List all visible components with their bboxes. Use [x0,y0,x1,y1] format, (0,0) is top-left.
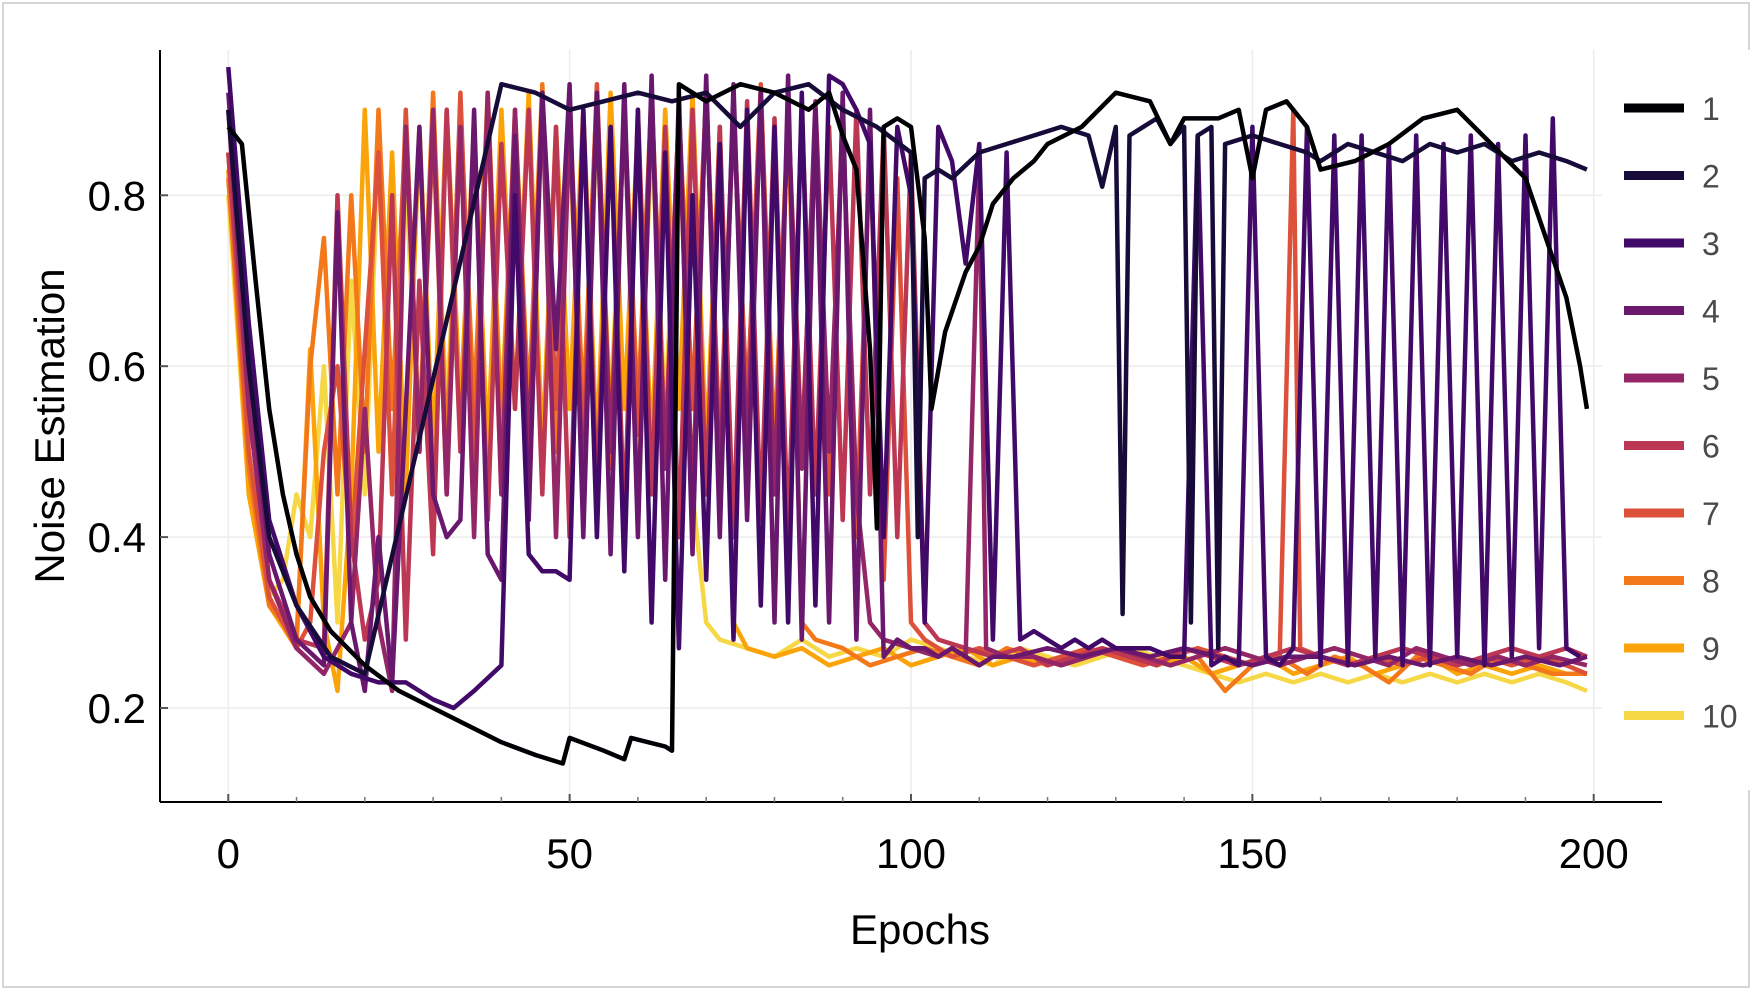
line-chart: 0 50 100 150 200 0.2 0.4 0.6 0.8 Epochs Noise Es… [26,50,1750,953]
x-tick-label: 50 [546,830,593,877]
legend-label-9: 9 [1702,631,1720,667]
legend-label-6: 6 [1702,429,1720,465]
legend-box [1602,50,1750,790]
y-tick-label: 0.2 [88,685,146,732]
x-axis-title: Epochs [850,906,990,953]
legend: 1 2 3 4 5 6 7 8 9 10 [1602,50,1750,790]
legend-label-1: 1 [1702,91,1720,127]
legend-label-3: 3 [1702,226,1720,262]
x-tick-label: 0 [217,830,240,877]
legend-label-10: 10 [1702,699,1738,735]
x-tick-label: 100 [876,830,946,877]
y-axis-title: Noise Estimation [26,268,73,583]
legend-label-2: 2 [1702,159,1720,195]
tick-labels: 0 50 100 150 200 0.2 0.4 0.6 0.8 [88,172,1629,877]
legend-label-7: 7 [1702,496,1720,532]
series-line-5 [226,90,1588,694]
series-line-3 [226,66,1582,711]
y-tick-label: 0.8 [88,172,146,219]
series-lines [226,66,1590,766]
y-tick-label: 0.4 [88,514,146,561]
x-tick-label: 150 [1217,830,1287,877]
legend-label-8: 8 [1702,564,1720,600]
legend-label-4: 4 [1702,294,1720,330]
series-line-1 [226,81,1590,766]
legend-label-5: 5 [1702,361,1720,397]
x-tick-label: 200 [1559,830,1629,877]
y-tick-label: 0.6 [88,343,146,390]
